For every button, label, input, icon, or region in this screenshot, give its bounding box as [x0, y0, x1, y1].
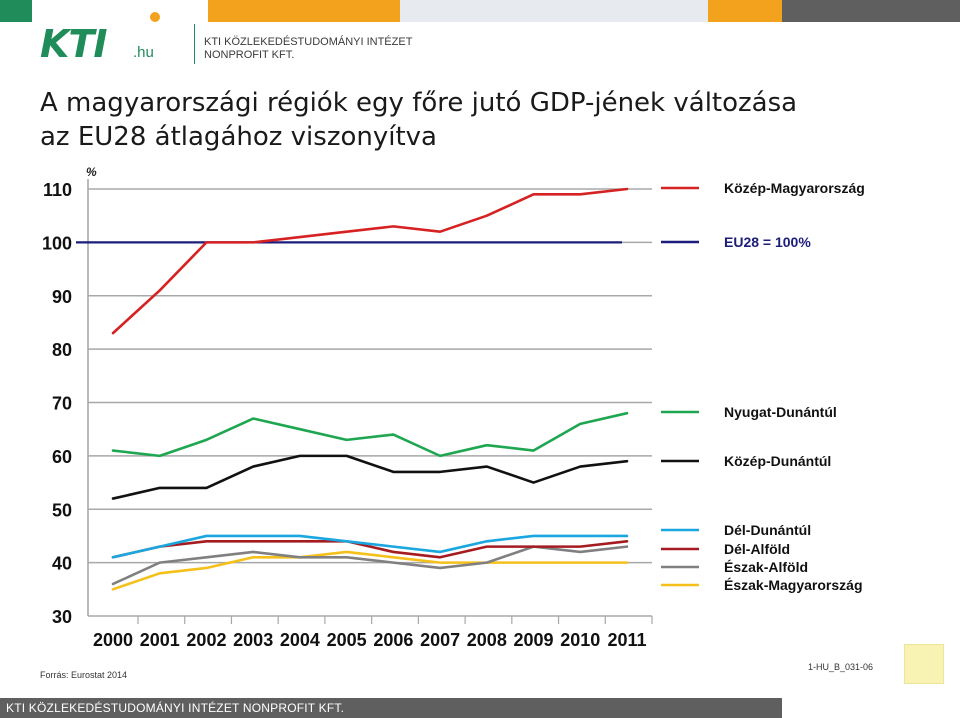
series-line-d-l-dun-nt-l	[111, 534, 629, 559]
legend-label-k-z-p-magyarorsz-g: Közép-Magyarország	[724, 180, 865, 196]
x-tick-label-2005: 2005	[327, 630, 367, 650]
topbar-segment-orange-2	[708, 0, 782, 22]
source-note: Forrás: Eurostat 2014	[40, 670, 128, 680]
y-tick-label-90: 90	[52, 287, 72, 307]
series-line-szak-magyarorsz-g	[111, 550, 629, 591]
x-tick-label-2011: 2011	[607, 630, 646, 650]
x-tick-label-2009: 2009	[514, 630, 554, 650]
topbar-segment-photo	[400, 0, 708, 22]
legend-label-szak-magyarorsz-g: Észak-Magyarország	[724, 577, 863, 593]
kti-logo: KTI	[40, 22, 108, 66]
series-line-k-z-p-magyarorsz-g	[111, 187, 629, 335]
topbar-segment-orange	[208, 0, 400, 22]
y-tick-label-80: 80	[52, 340, 72, 360]
series-line-d-l-alf-ld	[111, 539, 629, 559]
logo-domain-suffix: .hu	[133, 44, 154, 61]
y-tick-label-50: 50	[52, 500, 72, 520]
x-tick-label-2003: 2003	[233, 630, 273, 650]
slide-title-line2: az EU28 átlagához viszonyítva	[40, 122, 437, 152]
logo-dot-icon	[150, 12, 160, 22]
organization-name-line2: NONPROFIT KFT.	[204, 49, 295, 61]
legend-label-szak-alf-ld: Észak-Alföld	[724, 559, 808, 575]
x-tick-label-2006: 2006	[373, 630, 413, 650]
footer-bar: KTI KÖZLEKEDÉSTUDOMÁNYI INTÉZET NONPROFI…	[0, 698, 782, 718]
legend-label-d-l-alf-ld: Dél-Alföld	[724, 541, 790, 557]
y-tick-label-110: 110	[43, 180, 72, 200]
x-tick-label-2004: 2004	[280, 630, 320, 650]
series-line-k-z-p-dun-nt-l	[111, 454, 629, 500]
organization-name: KTI KÖZLEKEDÉSTUDOMÁNYI INTÉZET NONPROFI…	[204, 36, 464, 62]
x-tick-label-2008: 2008	[467, 630, 507, 650]
top-decorative-bar	[0, 0, 960, 22]
organization-name-line1: KTI KÖZLEKEDÉSTUDOMÁNYI INTÉZET	[204, 36, 413, 48]
series-line-szak-alf-ld	[111, 545, 629, 586]
y-tick-label-60: 60	[52, 447, 72, 467]
logo-divider	[194, 24, 195, 64]
slide-title: A magyarországi régiók egy főre jutó GDP…	[40, 86, 900, 154]
slide-title-line1: A magyarországi régiók egy főre jutó GDP…	[40, 88, 798, 118]
x-tick-label-2002: 2002	[186, 630, 226, 650]
x-tick-label-2010: 2010	[560, 630, 600, 650]
series-line-nyugat-dun-nt-l	[111, 411, 629, 458]
y-tick-label-40: 40	[52, 554, 72, 574]
legend-label-eu28-100: EU28 = 100%	[724, 234, 811, 250]
y-tick-label-70: 70	[52, 394, 72, 414]
legend-label-d-l-dun-nt-l: Dél-Dunántúl	[724, 522, 811, 538]
topbar-segment-gray	[782, 0, 960, 22]
topbar-segment-green	[0, 0, 32, 22]
legend-label-nyugat-dun-nt-l: Nyugat-Dunántúl	[724, 404, 837, 420]
y-tick-label-100: 100	[42, 233, 72, 253]
topbar-segment-white	[32, 0, 208, 22]
legend-label-k-z-p-dun-nt-l: Közép-Dunántúl	[724, 453, 831, 469]
x-tick-label-2000: 2000	[93, 630, 133, 650]
corner-stamp	[904, 644, 944, 684]
slide-code: 1-HU_B_031-06	[808, 662, 874, 672]
x-tick-label-2001: 2001	[140, 630, 180, 650]
y-tick-label-30: 30	[52, 607, 72, 627]
x-tick-label-2007: 2007	[420, 630, 460, 650]
y-axis-unit-label: %	[86, 165, 97, 179]
